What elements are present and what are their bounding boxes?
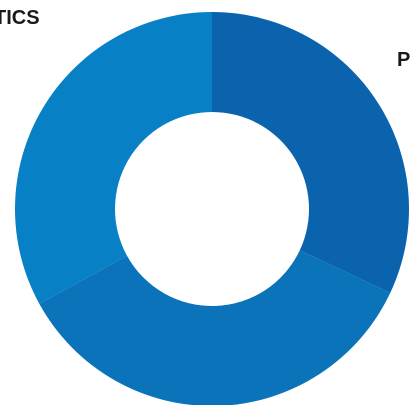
slice-label-tics: TICS xyxy=(0,7,40,29)
donut-slices xyxy=(15,12,410,405)
donut-labels: P TICS xyxy=(0,7,410,71)
donut-slice-0 xyxy=(212,12,410,293)
donut-slice-2 xyxy=(15,12,213,304)
donut-slice-1 xyxy=(39,250,391,405)
slice-label-p: P xyxy=(397,49,410,71)
